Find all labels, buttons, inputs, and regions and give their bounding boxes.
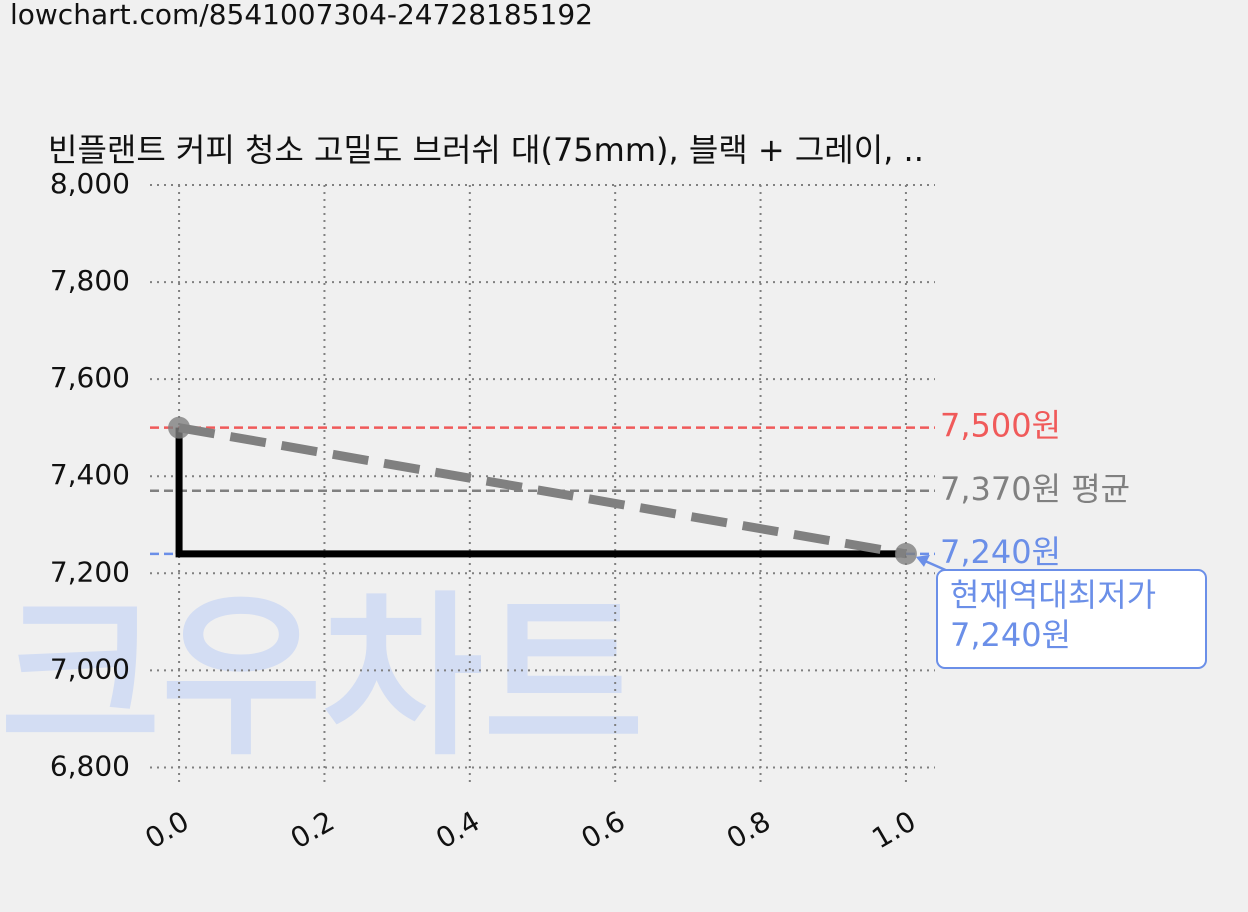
y-tick-label: 7,600 bbox=[50, 361, 130, 394]
x-tick-label: 0.8 bbox=[721, 804, 776, 855]
url: lowchart.com/8541007304-24728185192 bbox=[10, 0, 593, 31]
reference-label: 7,240원 bbox=[940, 533, 1061, 571]
y-tick-label: 7,400 bbox=[50, 458, 130, 491]
trend-line bbox=[178, 423, 907, 559]
reference-label: 7,370원 평균 bbox=[940, 470, 1130, 508]
x-tick-label: 0.6 bbox=[576, 804, 631, 855]
annotation-text: 7,240원 bbox=[950, 616, 1071, 654]
watermark: 크우차트 bbox=[0, 577, 644, 780]
y-tick-label: 7,200 bbox=[50, 555, 130, 588]
y-tick-label: 8,000 bbox=[50, 167, 130, 200]
x-tick-label: 0.0 bbox=[140, 804, 195, 855]
x-tick-label: 1.0 bbox=[866, 804, 921, 855]
point bbox=[894, 542, 917, 565]
annotation-text: 현재역대최저가 bbox=[950, 576, 1156, 614]
y-tick-label: 6,800 bbox=[50, 749, 130, 782]
y-tick-label: 7,000 bbox=[50, 652, 130, 685]
point bbox=[168, 416, 191, 439]
x-tick-label: 0.2 bbox=[285, 804, 340, 855]
x-tick-label: 0.4 bbox=[430, 804, 485, 855]
chart-title: 빈플랜트 커피 청소 고밀도 브러쉬 대(75mm), 블랙 + 그레이, .. bbox=[48, 131, 924, 169]
annotation-box bbox=[936, 569, 1207, 669]
annotation-arrowhead bbox=[915, 554, 930, 567]
y-tick-label: 7,800 bbox=[50, 264, 130, 297]
reference-label: 7,500원 bbox=[940, 407, 1061, 445]
